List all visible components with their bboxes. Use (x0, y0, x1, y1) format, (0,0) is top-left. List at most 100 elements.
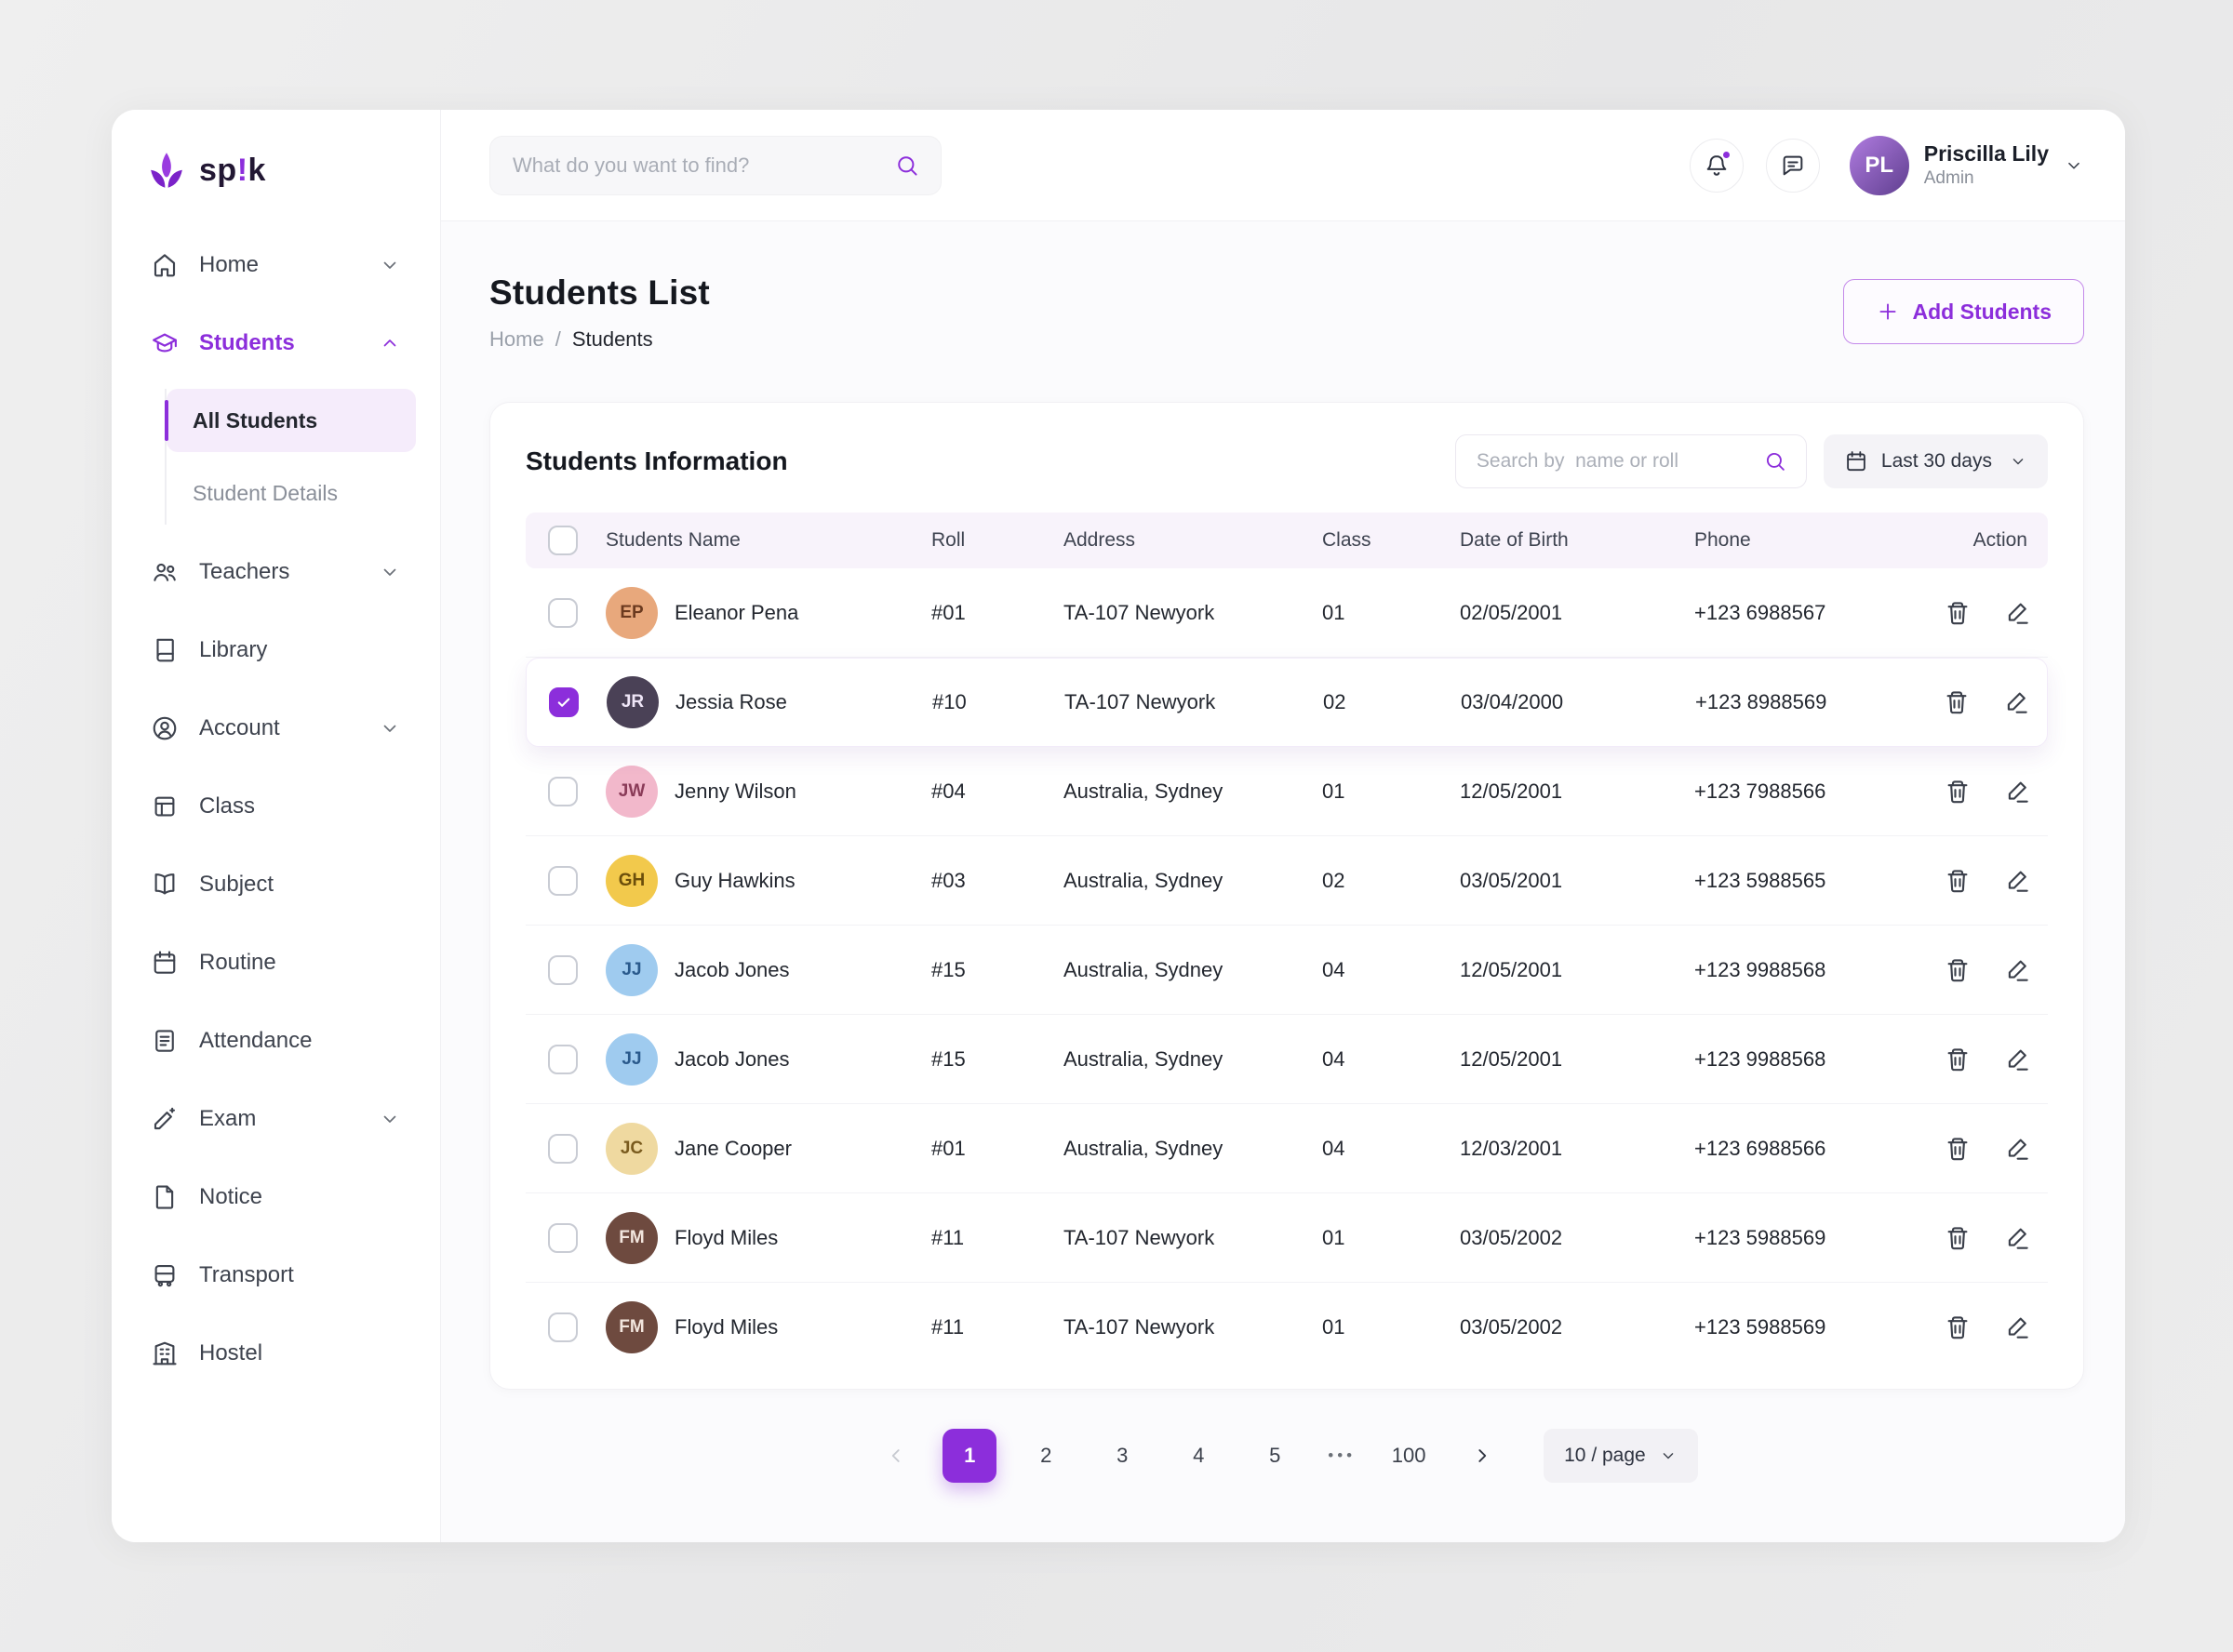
row-checkbox[interactable] (548, 1222, 578, 1253)
student-name: Jacob Jones (675, 957, 790, 981)
delete-button[interactable] (1944, 1135, 1972, 1163)
edit-icon (2003, 599, 2031, 627)
sidebar-item-label: Transport (199, 1262, 294, 1287)
page-button-5[interactable]: 5 (1248, 1429, 1302, 1483)
sidebar-subitem-all-students[interactable]: All Students (165, 389, 416, 452)
table-search[interactable] (1454, 434, 1807, 488)
brand-name: sp!k (199, 152, 266, 188)
table-row[interactable]: GH Guy Hawkins #03 Australia, Sydney 02 03/05… (526, 836, 2048, 926)
student-phone: +123 5988565 (1694, 868, 1826, 892)
user-menu[interactable]: PL Priscilla Lily Admin (1849, 135, 2084, 195)
student-phone: +123 7988566 (1694, 779, 1826, 803)
table-row[interactable]: JW Jenny Wilson #04 Australia, Sydney 01 12/0… (526, 747, 2048, 836)
page-button-3[interactable]: 3 (1095, 1429, 1149, 1483)
brand-flower-icon (143, 147, 190, 193)
sidebar-item-teachers[interactable]: Teachers (136, 540, 416, 605)
per-page-select[interactable]: 10 / page (1544, 1429, 1698, 1483)
row-checkbox[interactable] (548, 776, 578, 806)
breadcrumb-home[interactable]: Home (489, 327, 544, 351)
pagination-prev-button[interactable] (876, 1435, 916, 1476)
edit-button[interactable] (2003, 1046, 2031, 1073)
table-row[interactable]: JC Jane Cooper #01 Australia, Sydney 04 12/03… (526, 1104, 2048, 1193)
sidebar-item-exam[interactable]: Exam (136, 1086, 416, 1152)
notification-dot (1720, 149, 1732, 160)
sidebar-item-transport[interactable]: Transport (136, 1243, 416, 1308)
global-search-input[interactable] (490, 153, 894, 178)
student-dob: 03/05/2002 (1460, 1315, 1563, 1339)
select-all-checkbox[interactable] (548, 526, 578, 555)
student-address: Australia, Sydney (1063, 1046, 1223, 1071)
student-name: Floyd Miles (675, 1225, 779, 1249)
edit-button[interactable] (2003, 1224, 2031, 1252)
sidebar-item-students[interactable]: Students (136, 311, 416, 376)
table-search-input[interactable] (1455, 450, 1763, 473)
page-button-4[interactable]: 4 (1171, 1429, 1225, 1483)
row-checkbox[interactable] (548, 1044, 578, 1074)
students-panel: Students Information Last 30 days (489, 402, 2084, 1390)
edit-button[interactable] (2002, 688, 2030, 716)
table-row[interactable]: FM Floyd Miles #11 TA-107 Newyork 01 03/05/20… (526, 1283, 2048, 1372)
sidebar-item-library[interactable]: Library (136, 618, 416, 683)
notifications-button[interactable] (1689, 138, 1744, 193)
row-checkbox[interactable] (548, 865, 578, 896)
delete-button[interactable] (1944, 867, 1972, 895)
sidebar-item-label: Notice (199, 1184, 263, 1209)
sidebar-item-subject[interactable]: Subject (136, 852, 416, 917)
sidebar-item-attendance[interactable]: Attendance (136, 1008, 416, 1073)
sidebar-item-notice[interactable]: Notice (136, 1165, 416, 1230)
row-checkbox[interactable] (549, 687, 579, 717)
global-search[interactable] (489, 135, 942, 195)
edit-button[interactable] (2003, 778, 2031, 806)
chevron-icon (379, 332, 401, 354)
sidebar-item-home[interactable]: Home (136, 233, 416, 298)
table-row[interactable]: JJ Jacob Jones #15 Australia, Sydney 04 12/05… (526, 1015, 2048, 1104)
add-students-button[interactable]: Add Students (1842, 279, 2084, 344)
sidebar-item-hostel[interactable]: Hostel (136, 1321, 416, 1386)
delete-button[interactable] (1944, 1224, 1972, 1252)
main-area: PL Priscilla Lily Admin Students List Ho… (441, 110, 2125, 1542)
sidebar-item-account[interactable]: Account (136, 696, 416, 761)
row-checkbox[interactable] (548, 954, 578, 985)
sidebar-subitem-student-details[interactable]: Student Details (193, 480, 338, 505)
sidebar: sp!k Home Students All Students Student Det… (112, 110, 441, 1542)
trash-icon (1944, 1224, 1972, 1252)
panel-header: Students Information Last 30 days (526, 434, 2048, 488)
delete-button[interactable] (1943, 688, 1971, 716)
row-checkbox[interactable] (548, 597, 578, 628)
table-row[interactable]: JR Jessia Rose #10 TA-107 Newyork 02 03/04/20… (526, 658, 2048, 747)
page-button-2[interactable]: 2 (1019, 1429, 1073, 1483)
delete-button[interactable] (1944, 778, 1972, 806)
edit-button[interactable] (2003, 1135, 2031, 1163)
delete-button[interactable] (1944, 956, 1972, 984)
sidebar-nav: Home Students All Students Student Details T… (136, 233, 416, 1386)
student-roll: #01 (931, 600, 966, 624)
student-phone: +123 9988568 (1694, 957, 1826, 981)
edit-button[interactable] (2003, 599, 2031, 627)
delete-button[interactable] (1944, 1046, 1972, 1073)
row-checkbox[interactable] (548, 1133, 578, 1164)
edit-button[interactable] (2003, 1313, 2031, 1341)
header-dob: Date of Birth (1460, 529, 1569, 551)
edit-button[interactable] (2003, 956, 2031, 984)
delete-button[interactable] (1944, 1313, 1972, 1341)
student-name: Guy Hawkins (675, 868, 796, 892)
page-button-100[interactable]: 100 (1382, 1429, 1436, 1483)
sidebar-item-class[interactable]: Class (136, 774, 416, 839)
teachers-icon (151, 558, 179, 586)
table-row[interactable]: FM Floyd Miles #11 TA-107 Newyork 01 03/05/20… (526, 1193, 2048, 1283)
delete-button[interactable] (1944, 599, 1972, 627)
chevron-icon (379, 1108, 401, 1130)
table-row[interactable]: JJ Jacob Jones #15 Australia, Sydney 04 12/05… (526, 926, 2048, 1015)
table-row[interactable]: EP Eleanor Pena #01 TA-107 Newyork 01 02/05/2… (526, 568, 2048, 658)
date-filter[interactable]: Last 30 days (1823, 434, 2048, 488)
student-class: 02 (1323, 690, 1346, 713)
pagination-next-button[interactable] (1462, 1435, 1503, 1476)
panel-tools: Last 30 days (1454, 434, 2048, 488)
chevron-icon (379, 717, 401, 739)
page-button-1[interactable]: 1 (943, 1429, 997, 1483)
sidebar-item-routine[interactable]: Routine (136, 930, 416, 995)
row-checkbox[interactable] (548, 1312, 578, 1342)
messages-button[interactable] (1765, 138, 1820, 193)
edit-button[interactable] (2003, 867, 2031, 895)
student-roll: #11 (931, 1315, 965, 1339)
